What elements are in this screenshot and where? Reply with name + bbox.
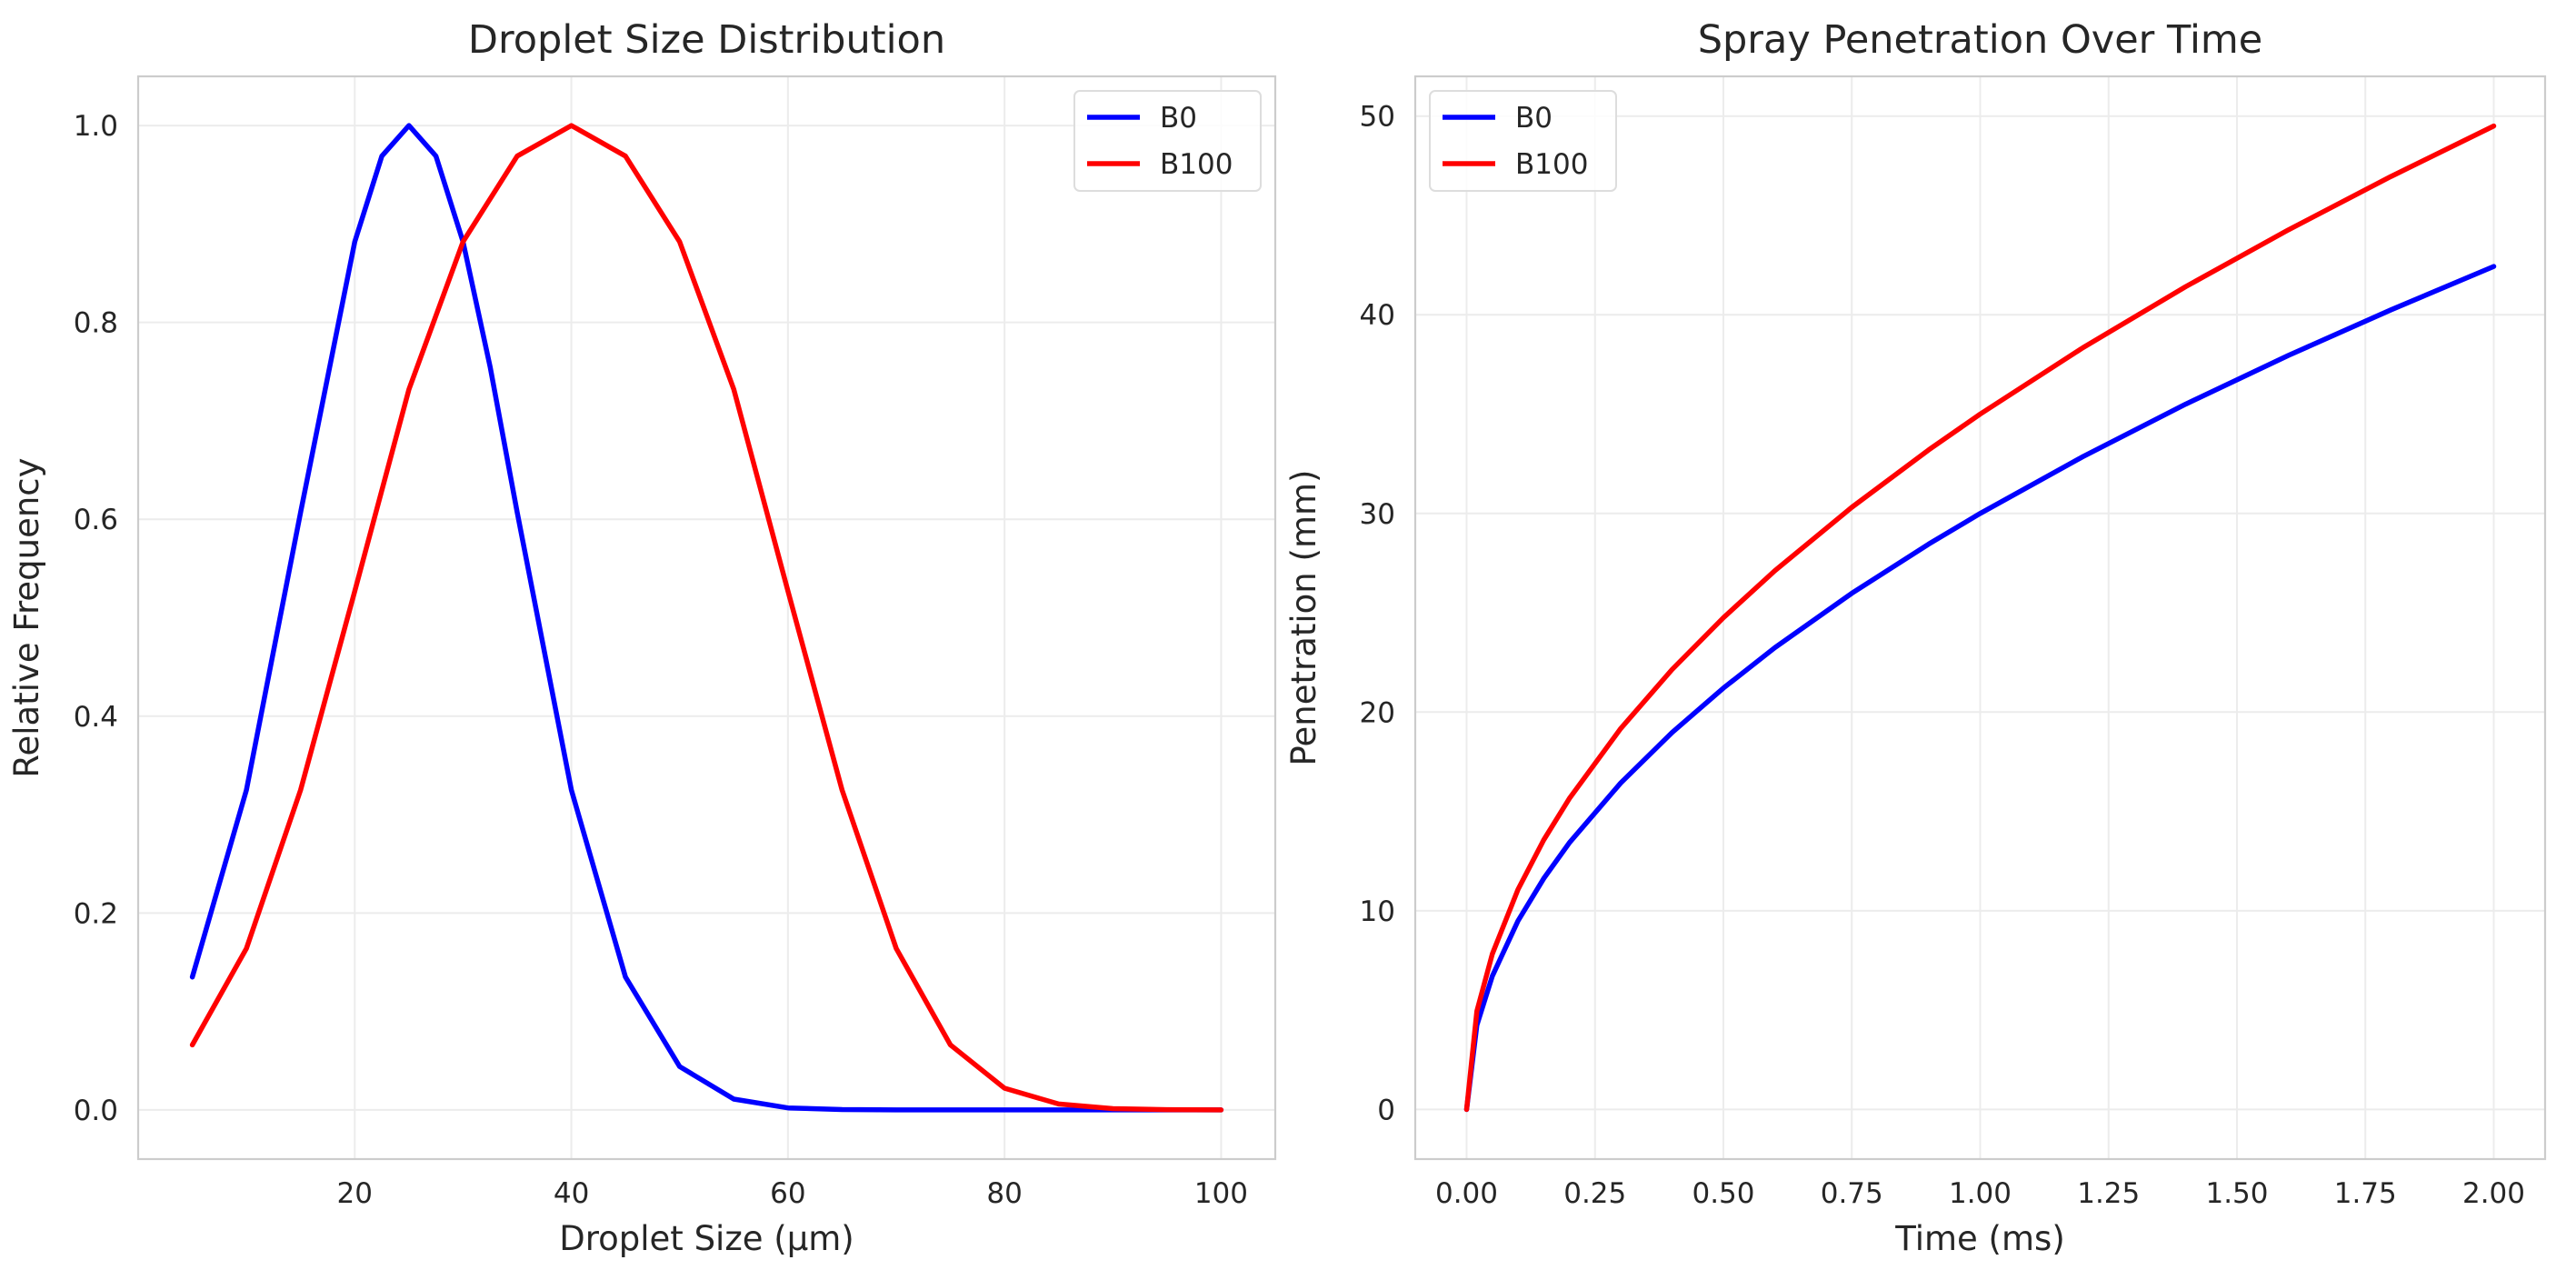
y-tick-label: 0.0 [74, 1095, 118, 1127]
plot-frame [136, 75, 1277, 1161]
y-tick-label: 0.8 [74, 307, 118, 340]
x-tick-label: 1.50 [2205, 1177, 2268, 1210]
x-tick-label: 0.50 [1692, 1177, 1754, 1210]
y-axis-label: Penetration (mm) [1284, 470, 1323, 766]
series-line-b100 [1463, 123, 2497, 1113]
droplet-size-chart: 20 40 60 80 100 0.0 0.2 0.4 0.6 0.8 1.0 Droplet Siz… [7, 17, 1277, 1258]
plot-frame [1413, 75, 2547, 1161]
x-tick-label: 20 [337, 1177, 373, 1210]
x-axis-label: Time (ms) [1894, 1219, 2065, 1258]
y-tick-label: 40 [1360, 299, 1395, 332]
x-tick-label: 0.00 [1435, 1177, 1498, 1210]
x-tick-label: 80 [986, 1177, 1022, 1210]
x-tick-label: 1.25 [2077, 1177, 2140, 1210]
y-tick-label: 0 [1377, 1094, 1395, 1126]
legend-label-b100: B100 [1515, 148, 1588, 181]
y-tick-label: 1.0 [74, 110, 118, 143]
series-line-b0 [1463, 264, 2497, 1113]
y-tick-label: 50 [1360, 101, 1395, 134]
x-tick-label: 0.75 [1821, 1177, 1883, 1210]
y-tick-label: 0.2 [74, 897, 118, 930]
legend: B0 B100 [1073, 90, 1262, 192]
x-tick-label: 0.25 [1563, 1177, 1626, 1210]
y-tick-label: 0.4 [74, 701, 118, 734]
x-axis-label: Droplet Size (μm) [559, 1219, 854, 1258]
y-tick-label: 0.6 [74, 504, 118, 536]
legend: B0 B100 [1429, 90, 1617, 192]
x-tick-label: 40 [554, 1177, 589, 1210]
x-tick-label: 100 [1194, 1177, 1248, 1210]
x-tick-label: 2.00 [2462, 1177, 2525, 1210]
x-tick-label: 1.75 [2334, 1177, 2397, 1210]
y-tick-label: 10 [1360, 895, 1395, 928]
legend-label-b0: B0 [1160, 102, 1197, 135]
series-line-b100 [189, 123, 1224, 1113]
y-tick-label: 20 [1360, 696, 1395, 729]
legend-label-b100: B100 [1160, 148, 1233, 181]
series-line-b0 [189, 123, 1224, 1113]
chart-title: Spray Penetration Over Time [1698, 17, 2263, 63]
spray-penetration-chart: 0.00 0.25 0.50 0.75 1.00 1.25 1.50 1.75 2.00 0 10 2… [1284, 17, 2547, 1258]
x-tick-label: 60 [770, 1177, 805, 1210]
y-tick-label: 30 [1360, 498, 1395, 531]
legend-label-b0: B0 [1515, 102, 1553, 135]
y-axis-label: Relative Frequency [7, 457, 46, 777]
x-tick-label: 1.00 [1949, 1177, 2012, 1210]
chart-title: Droplet Size Distribution [468, 17, 945, 63]
